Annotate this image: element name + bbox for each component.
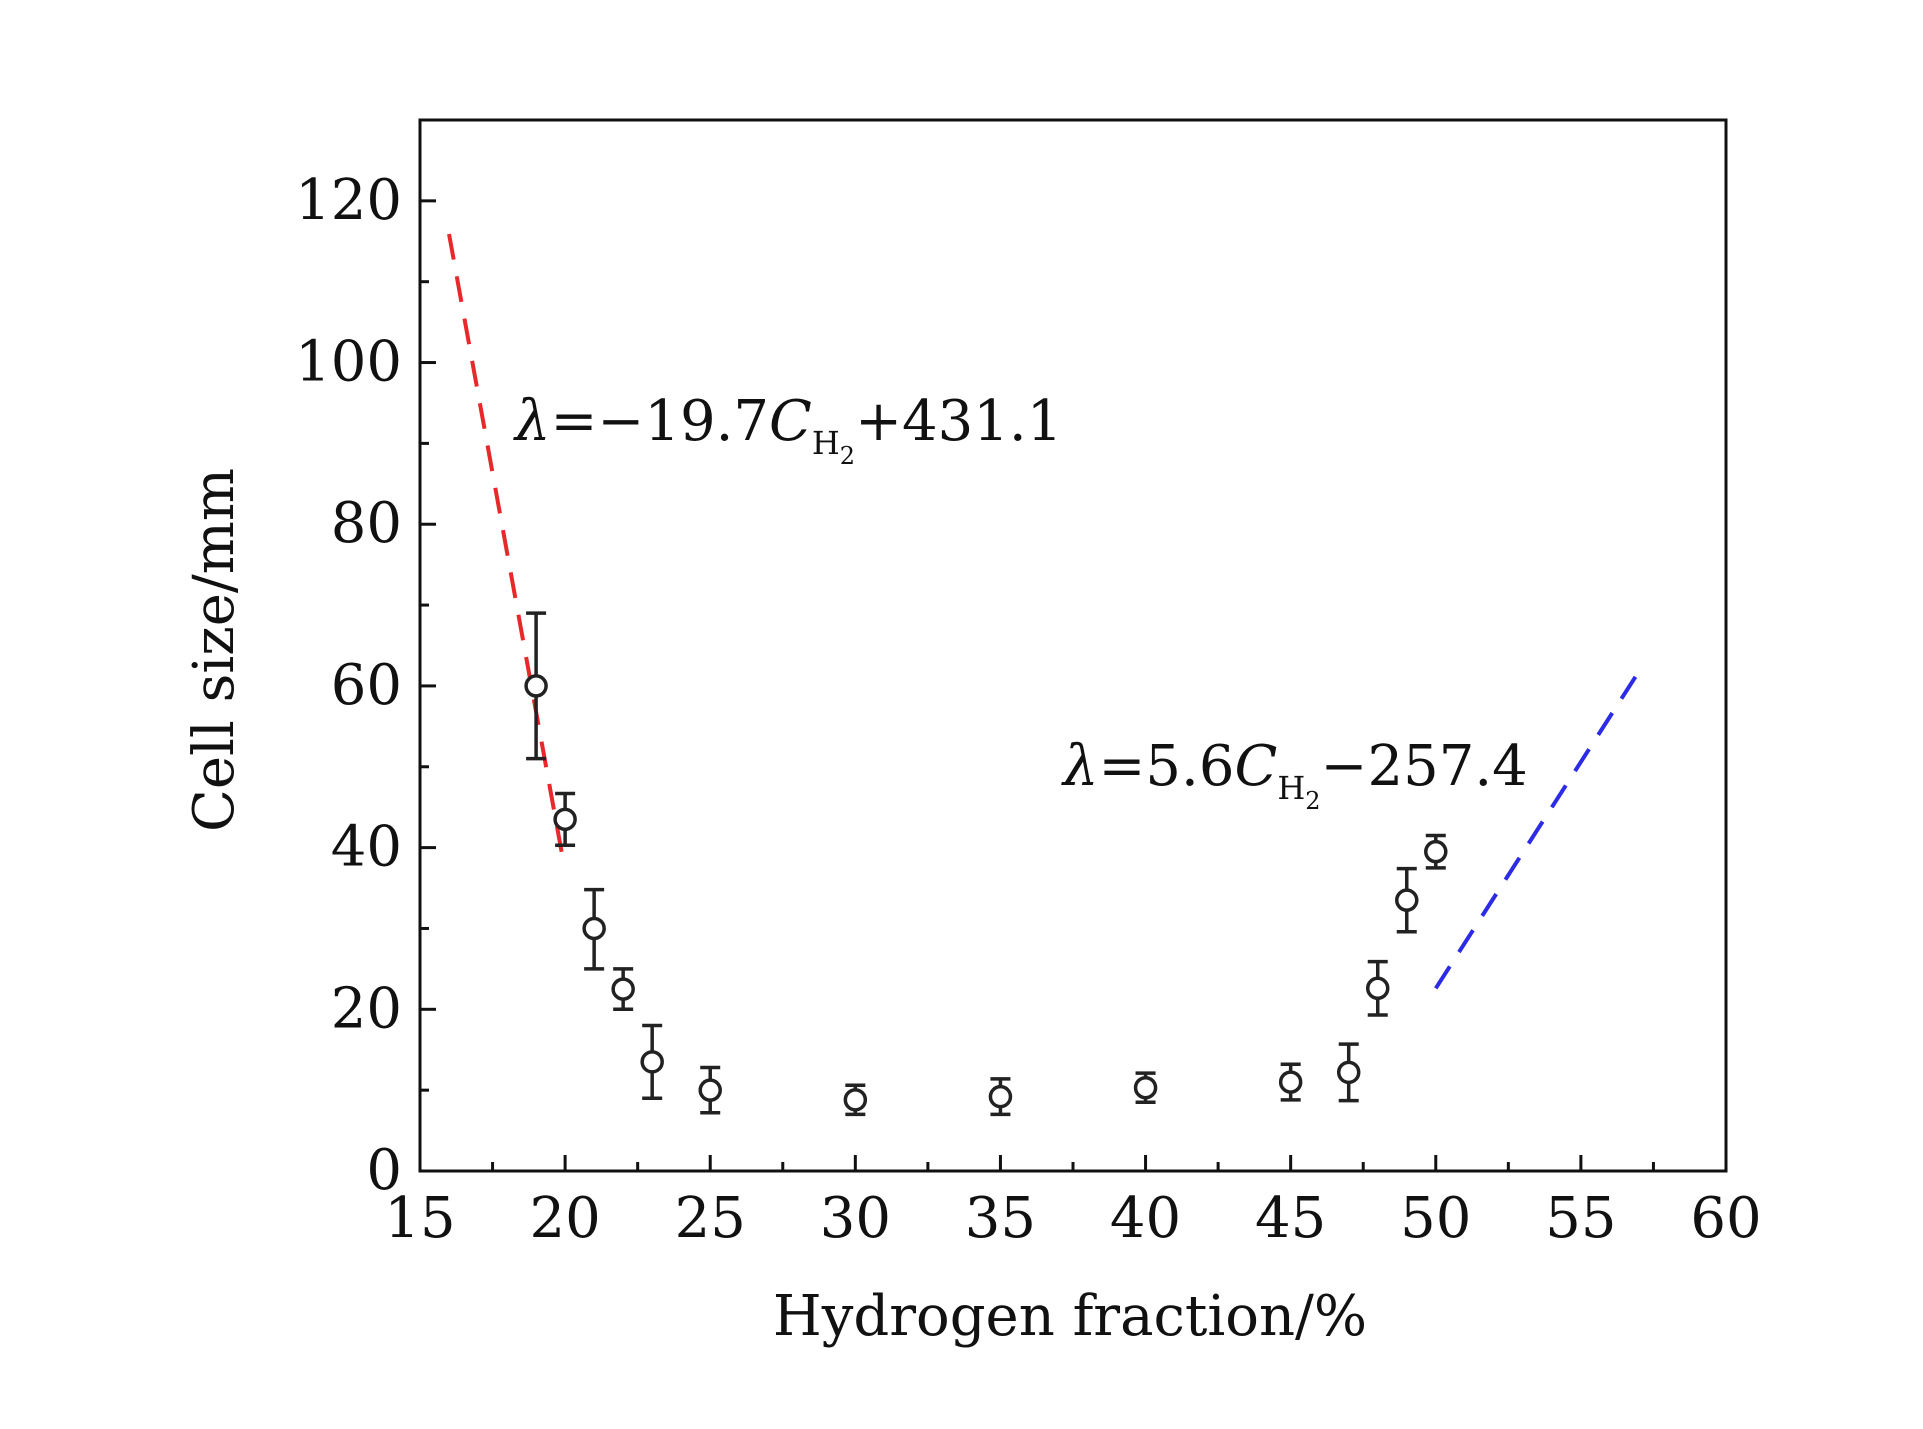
x-tick-label: 50 xyxy=(1400,1186,1471,1251)
eq2-subsub: 2 xyxy=(1305,787,1320,815)
data-point xyxy=(1133,1071,1158,1105)
marker xyxy=(553,807,577,832)
eq2-sub: H xyxy=(1277,769,1305,807)
eq1-subsub: 2 xyxy=(840,442,855,470)
data-point xyxy=(698,1065,722,1115)
marker xyxy=(1395,888,1419,912)
x-tick-label: 40 xyxy=(1110,1186,1181,1251)
marker xyxy=(988,1084,1013,1109)
eq1-tail: +431.1 xyxy=(855,389,1062,454)
eq1-var: C xyxy=(769,389,812,454)
x-tick-label: 15 xyxy=(384,1186,455,1251)
y-axis-title: Cell size/mm xyxy=(182,468,247,832)
eq2-tail: −257.4 xyxy=(1321,734,1528,799)
eq2-var: C xyxy=(1234,734,1277,799)
x-tick-label: 25 xyxy=(675,1186,746,1251)
data-point xyxy=(843,1083,868,1117)
x-tick-label: 30 xyxy=(820,1186,891,1251)
eq2-lambda: λ xyxy=(1061,734,1099,799)
marker xyxy=(582,916,606,941)
marker xyxy=(698,1078,722,1102)
marker xyxy=(1278,1070,1303,1094)
data-point xyxy=(611,967,635,1012)
marker xyxy=(843,1088,868,1112)
fit-lines xyxy=(447,233,1641,990)
eq1-lambda: λ xyxy=(513,389,551,454)
eq1-coef: =−19.7 xyxy=(551,389,770,454)
x-axis: 15 20 25 30 35 40 45 50 55 60 xyxy=(384,1155,1762,1251)
y-tick-label: 120 xyxy=(295,168,402,233)
marker xyxy=(1365,976,1390,1001)
y-axis: 0 20 40 60 80 100 120 xyxy=(295,168,436,1203)
data-point xyxy=(1424,833,1448,870)
y-tick-label: 0 xyxy=(366,1138,402,1203)
x-tick-label: 45 xyxy=(1255,1186,1326,1251)
marker xyxy=(1336,1060,1361,1085)
fit-line-blue xyxy=(1434,670,1641,990)
data-point xyxy=(1336,1042,1361,1103)
marker xyxy=(1133,1075,1158,1100)
fit-equation-blue: λ=5.6CH2−257.4 xyxy=(1061,734,1528,815)
data-points xyxy=(524,611,1448,1117)
marker xyxy=(524,674,548,698)
x-tick-label: 60 xyxy=(1690,1186,1761,1251)
x-tick-label: 20 xyxy=(529,1186,600,1251)
data-point xyxy=(988,1077,1013,1117)
data-point xyxy=(1395,866,1419,934)
marker xyxy=(1424,839,1448,864)
eq1-sub: H xyxy=(812,424,840,462)
data-point xyxy=(1278,1062,1303,1102)
fit-line-red xyxy=(447,233,565,856)
y-tick-label: 80 xyxy=(331,491,402,556)
eq2-coef: =5.6 xyxy=(1099,734,1235,799)
x-tick-label: 55 xyxy=(1545,1186,1616,1251)
x-tick-label: 35 xyxy=(965,1186,1036,1251)
y-tick-label: 60 xyxy=(331,653,402,718)
marker xyxy=(640,1050,664,1074)
y-tick-label: 40 xyxy=(331,815,402,880)
y-tick-label: 20 xyxy=(331,976,402,1041)
y-tick-label: 100 xyxy=(295,330,402,395)
data-point xyxy=(1365,959,1390,1017)
data-point xyxy=(582,887,606,971)
plot-frame xyxy=(418,118,1728,1173)
data-point xyxy=(553,791,577,847)
data-point xyxy=(524,611,548,761)
x-axis-title: Hydrogen fraction/% xyxy=(773,1284,1367,1349)
data-point xyxy=(640,1023,664,1100)
fit-equation-red: λ=−19.7CH2+431.1 xyxy=(513,389,1062,470)
marker xyxy=(611,977,635,1001)
